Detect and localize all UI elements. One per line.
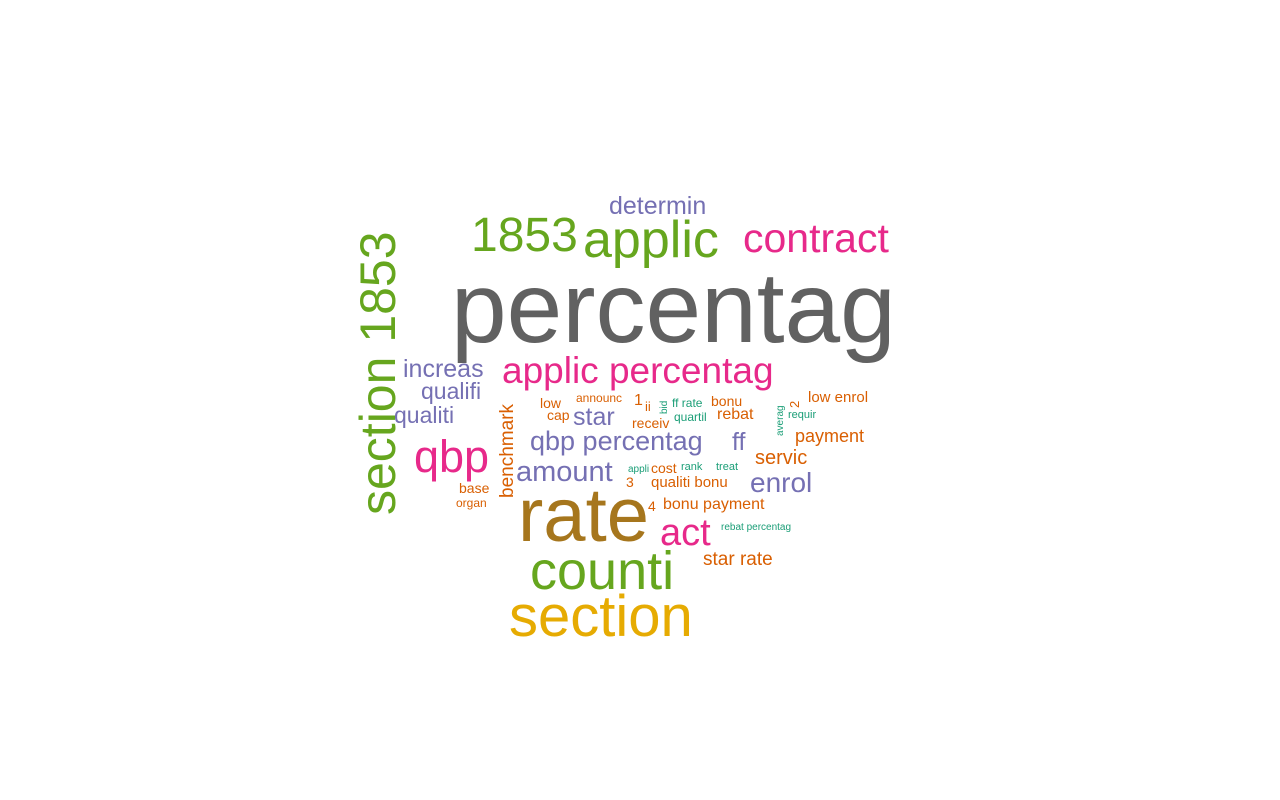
word-percentag: percentag xyxy=(451,252,896,364)
word-ff: ff xyxy=(732,428,746,456)
word-payment: payment xyxy=(795,426,865,446)
word-ii: ii xyxy=(645,399,651,414)
word-contract: contract xyxy=(743,215,889,261)
word-bid: bid xyxy=(659,400,670,414)
word-treat: treat xyxy=(716,461,739,473)
word-applic: applic xyxy=(583,211,719,269)
word-requir: requir xyxy=(788,409,817,421)
word-1853: 1853 xyxy=(471,209,578,262)
word-qualiti: qualiti xyxy=(394,402,455,428)
word-quartil: quartil xyxy=(674,410,707,424)
word-rebat: rebat xyxy=(717,406,754,423)
word-rebat-percentag: rebat percentag xyxy=(721,522,792,533)
word-increas: increas xyxy=(403,355,484,383)
word-star-rate: star rate xyxy=(703,549,773,570)
word-averag: averag xyxy=(775,405,786,436)
word-organ: organ xyxy=(456,496,487,510)
word-rank: rank xyxy=(681,461,703,473)
word-4: 4 xyxy=(648,498,656,514)
word-servic: servic xyxy=(755,447,808,469)
word-cap: cap xyxy=(547,407,570,423)
word-cost: cost xyxy=(651,460,677,476)
word-bonu-payment: bonu payment xyxy=(663,496,765,513)
word-appli: appli xyxy=(628,464,650,475)
word-1: 1 xyxy=(634,392,643,409)
word-bonu: bonu xyxy=(711,393,743,409)
word-low-enrol: low enrol xyxy=(808,389,869,406)
word-counti: counti xyxy=(530,541,675,601)
word-ff-rate: ff rate xyxy=(672,396,703,410)
word-qualiti-bonu: qualiti bonu xyxy=(651,474,728,491)
word-3: 3 xyxy=(626,474,634,490)
word-rate: rate xyxy=(518,473,649,558)
word-enrol: enrol xyxy=(750,467,813,498)
word-star: star xyxy=(573,403,615,431)
word-section-1853: section 1853 xyxy=(350,231,406,515)
word-applic-percentag: applic percentag xyxy=(502,350,774,391)
word-receiv: receiv xyxy=(632,415,670,431)
word-qbp-percentag: qbp percentag xyxy=(530,426,703,456)
word-section: section xyxy=(509,584,693,649)
word-qbp: qbp xyxy=(414,431,490,482)
word-base: base xyxy=(459,480,490,496)
word-qualifi: qualifi xyxy=(421,378,482,404)
word-low: low xyxy=(540,395,562,411)
word-act: act xyxy=(660,512,711,554)
word-benchmark: benchmark xyxy=(497,404,518,498)
word-determin: determin xyxy=(609,192,707,220)
word-amount: amount xyxy=(516,456,613,488)
word-2: 2 xyxy=(787,400,802,408)
word-announc: announc xyxy=(576,391,623,405)
